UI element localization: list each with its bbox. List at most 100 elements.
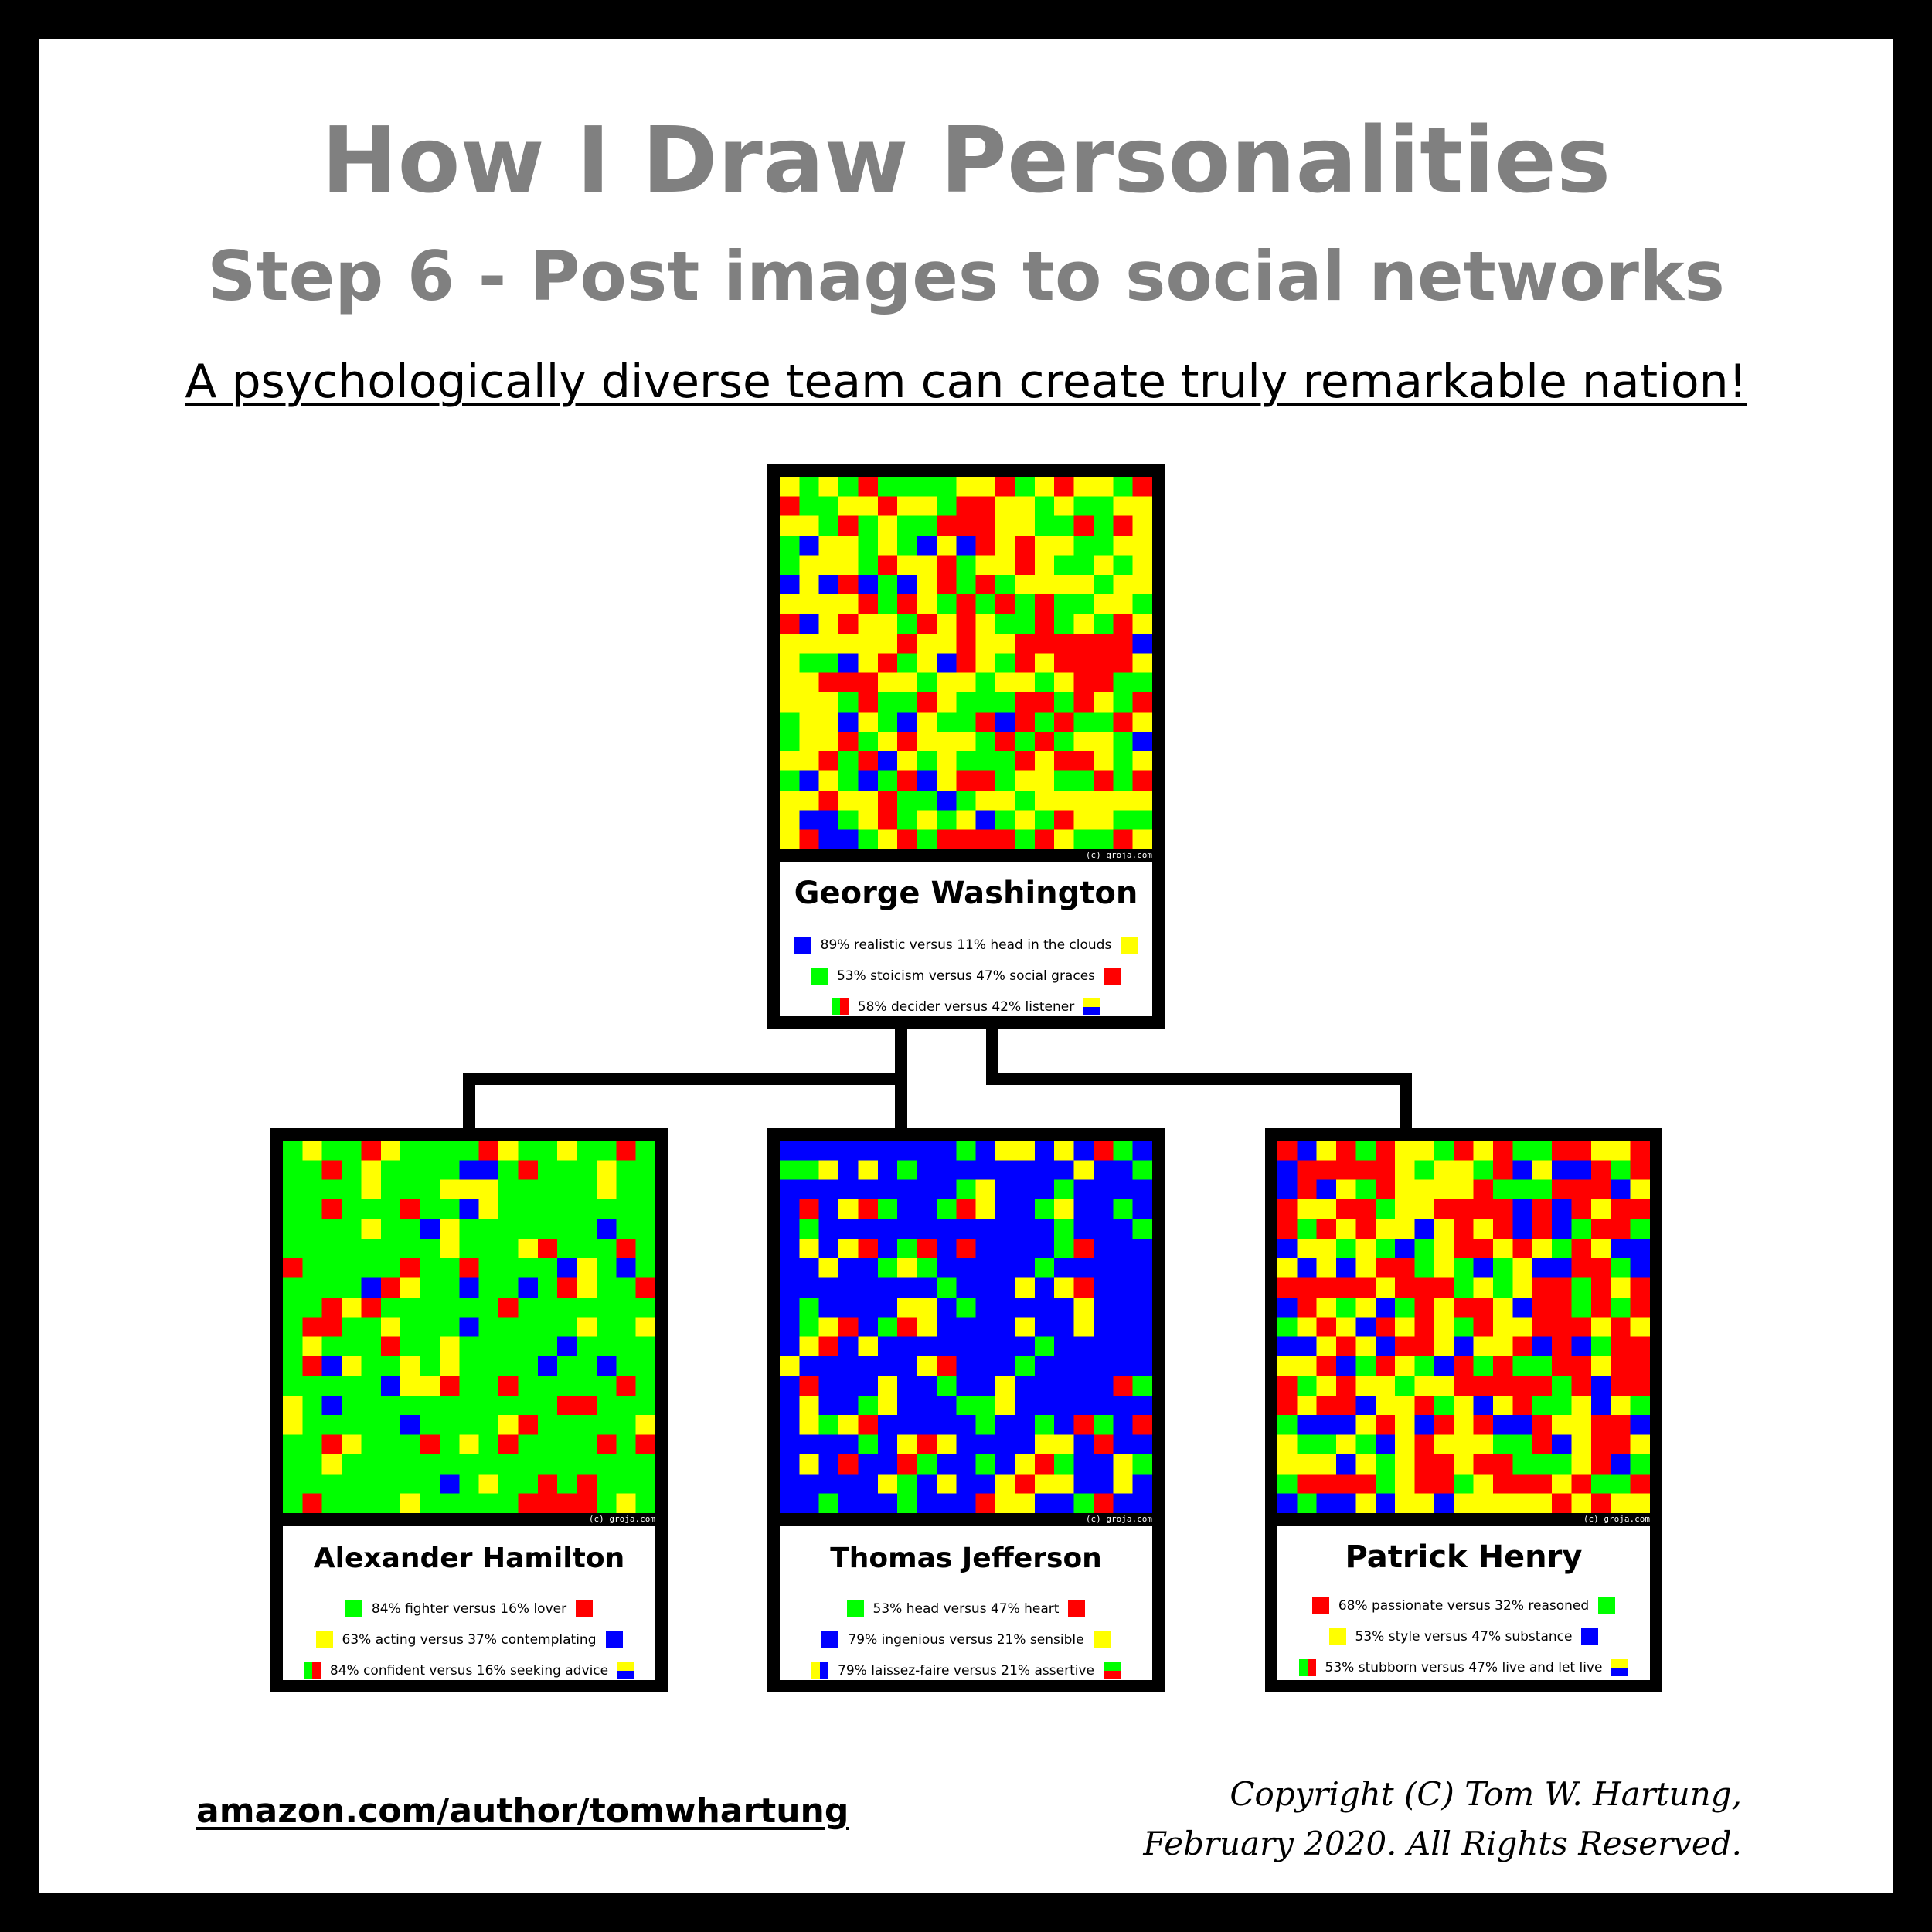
mosaic-cell <box>877 1238 898 1259</box>
mosaic-cell <box>635 1297 655 1318</box>
mosaic-cell <box>1630 1238 1650 1259</box>
mosaic-cell <box>838 555 859 575</box>
mosaic-cell <box>459 1258 479 1278</box>
mosaic-cell <box>616 1277 636 1298</box>
mosaic-cell <box>1297 1395 1317 1416</box>
mosaic-cell <box>342 1356 362 1376</box>
mosaic-cell <box>1316 1199 1337 1219</box>
mosaic-cell <box>1132 790 1152 811</box>
mosaic-cell <box>537 1356 558 1376</box>
mosaic-cell <box>838 731 859 752</box>
mosaic-cell <box>1297 1454 1317 1475</box>
mosaic-cell <box>799 672 819 693</box>
mosaic-cell <box>858 477 878 497</box>
mosaic-cell <box>936 614 957 634</box>
mosaic-cell <box>321 1376 342 1396</box>
mosaic-cell <box>1336 1474 1356 1494</box>
mosaic-cell <box>1277 1376 1298 1396</box>
mosaic-cell <box>283 1376 303 1396</box>
mosaic-cell <box>877 1179 898 1200</box>
mosaic-cell <box>1054 1297 1074 1318</box>
mosaic-cell <box>478 1434 499 1454</box>
mosaic-cell <box>1034 1179 1055 1200</box>
mosaic-cell <box>1414 1434 1434 1454</box>
mosaic-cell <box>1132 653 1152 673</box>
mosaic-cell <box>459 1336 479 1357</box>
mosaic-cell <box>635 1199 655 1219</box>
mosaic-cell <box>1015 810 1035 830</box>
mosaic-cell <box>1512 1415 1532 1435</box>
mosaic-cell <box>1611 1474 1631 1494</box>
mosaic-cell <box>1590 1219 1611 1239</box>
mosaic-cell <box>283 1219 303 1239</box>
mosaic-cell <box>1297 1434 1317 1454</box>
mosaic-cell <box>1375 1336 1396 1357</box>
mosaic-cell <box>995 712 1015 732</box>
mosaic-cell <box>1093 1317 1114 1337</box>
mosaic-cell <box>478 1474 499 1494</box>
mosaic-cell <box>1355 1219 1376 1239</box>
mosaic-cell <box>420 1258 440 1278</box>
mosaic-cell <box>1093 731 1114 752</box>
mosaic-cell <box>1454 1277 1474 1298</box>
trait-row: 68% passionate versus 32% reasoned <box>1277 1597 1650 1615</box>
mosaic-cell <box>1316 1277 1337 1298</box>
mosaic-cell <box>380 1160 401 1180</box>
mosaic-cell <box>1054 731 1074 752</box>
mosaic-cell <box>1034 555 1055 575</box>
author-link[interactable]: amazon.com/author/tomwhartung <box>196 1791 849 1831</box>
mosaic-cell <box>1552 1415 1572 1435</box>
mosaic-cell <box>877 1415 898 1435</box>
mosaic-cell <box>1571 1454 1591 1475</box>
mosaic-cell <box>838 1434 859 1454</box>
mosaic-cell <box>818 574 839 595</box>
mosaic-cell <box>361 1376 381 1396</box>
mosaic-cell <box>518 1258 538 1278</box>
mosaic-cell <box>897 829 917 849</box>
mosaic-cell <box>877 1434 898 1454</box>
mosaic-cell <box>1493 1493 1513 1513</box>
mosaic-cell <box>439 1376 460 1396</box>
mosaic-cell <box>838 594 859 614</box>
mosaic-cell <box>1493 1376 1513 1396</box>
mosaic-cell <box>577 1297 597 1318</box>
mosaic-cell <box>1532 1395 1553 1416</box>
mosaic-cell <box>995 496 1015 516</box>
mosaic-cell <box>897 692 917 713</box>
mosaic-cell <box>1015 536 1035 556</box>
mosaic-cell <box>557 1179 577 1200</box>
mosaic-cell <box>459 1317 479 1337</box>
mosaic-cell <box>1454 1395 1474 1416</box>
mosaic-cell <box>1473 1395 1494 1416</box>
mosaic-cell <box>1093 555 1114 575</box>
mosaic-cell <box>380 1336 401 1357</box>
mosaic-cell <box>518 1376 538 1396</box>
mosaic-cell <box>518 1356 538 1376</box>
mosaic-cell <box>1454 1258 1474 1278</box>
mosaic-cell <box>635 1395 655 1416</box>
mosaic-cell <box>400 1454 420 1475</box>
mosaic-cell <box>995 633 1015 654</box>
mosaic-cell <box>838 1277 859 1298</box>
mosaic-cell <box>1073 653 1094 673</box>
mosaic-cell <box>400 1317 420 1337</box>
mosaic-cell <box>420 1277 440 1298</box>
mosaic-cell <box>1034 594 1055 614</box>
mosaic-cell <box>302 1141 322 1161</box>
mosaic-cell <box>1113 1277 1133 1298</box>
mosaic-cell <box>780 1179 800 1200</box>
mosaic-cell <box>1277 1277 1298 1298</box>
personality-mosaic <box>283 1141 655 1513</box>
mosaic-cell <box>975 1376 996 1396</box>
mosaic-cell <box>1113 594 1133 614</box>
mosaic-cell <box>858 633 878 654</box>
mosaic-cell <box>1015 1395 1035 1416</box>
mosaic-cell <box>936 536 957 556</box>
mosaic-cell <box>877 731 898 752</box>
mosaic-cell <box>1630 1336 1650 1357</box>
trait-row: 84% fighter versus 16% lover <box>283 1600 655 1618</box>
mosaic-cell <box>459 1160 479 1180</box>
mosaic-cell <box>897 614 917 634</box>
mosaic-cell <box>858 810 878 830</box>
mosaic-cell <box>1015 1336 1035 1357</box>
